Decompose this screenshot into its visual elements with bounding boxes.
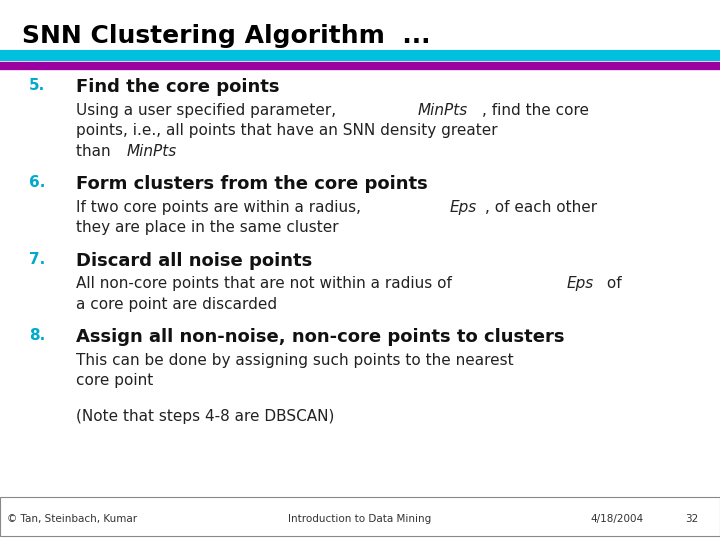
Text: Using a user specified parameter,: Using a user specified parameter, xyxy=(76,103,341,118)
Text: 7.: 7. xyxy=(29,252,45,267)
Text: Discard all noise points: Discard all noise points xyxy=(76,252,312,270)
Text: 5.: 5. xyxy=(29,78,45,93)
Text: than: than xyxy=(76,144,115,159)
Text: 4/18/2004: 4/18/2004 xyxy=(590,515,644,524)
Text: MinPts: MinPts xyxy=(127,144,177,159)
Text: All non-core points that are not within a radius of: All non-core points that are not within … xyxy=(76,276,456,291)
Text: Form clusters from the core points: Form clusters from the core points xyxy=(76,176,428,193)
Text: Eps: Eps xyxy=(449,200,477,214)
Text: © Tan, Steinbach, Kumar: © Tan, Steinbach, Kumar xyxy=(7,515,138,524)
Text: Eps: Eps xyxy=(567,276,594,291)
Text: Find the core points: Find the core points xyxy=(76,78,279,96)
Text: 6.: 6. xyxy=(29,176,45,191)
Text: Assign all non-noise, non-core points to clusters: Assign all non-noise, non-core points to… xyxy=(76,328,564,347)
Text: core point: core point xyxy=(76,373,153,388)
Text: Introduction to Data Mining: Introduction to Data Mining xyxy=(289,515,431,524)
Text: SNN Clustering Algorithm  ...: SNN Clustering Algorithm ... xyxy=(22,24,430,48)
Text: , of each other: , of each other xyxy=(485,200,597,214)
Text: a core point are discarded: a core point are discarded xyxy=(76,296,276,312)
Text: 32: 32 xyxy=(685,515,698,524)
Text: 8.: 8. xyxy=(29,328,45,343)
Text: points, i.e., all points that have an SNN density greater: points, i.e., all points that have an SN… xyxy=(76,123,498,138)
Text: (Note that steps 4-8 are DBSCAN): (Note that steps 4-8 are DBSCAN) xyxy=(76,409,334,424)
Text: , find the core: , find the core xyxy=(482,103,590,118)
Text: MinPts: MinPts xyxy=(418,103,468,118)
Text: This can be done by assigning such points to the nearest: This can be done by assigning such point… xyxy=(76,353,513,368)
Text: If two core points are within a radius,: If two core points are within a radius, xyxy=(76,200,366,214)
Text: they are place in the same cluster: they are place in the same cluster xyxy=(76,220,338,235)
Text: of: of xyxy=(602,276,621,291)
